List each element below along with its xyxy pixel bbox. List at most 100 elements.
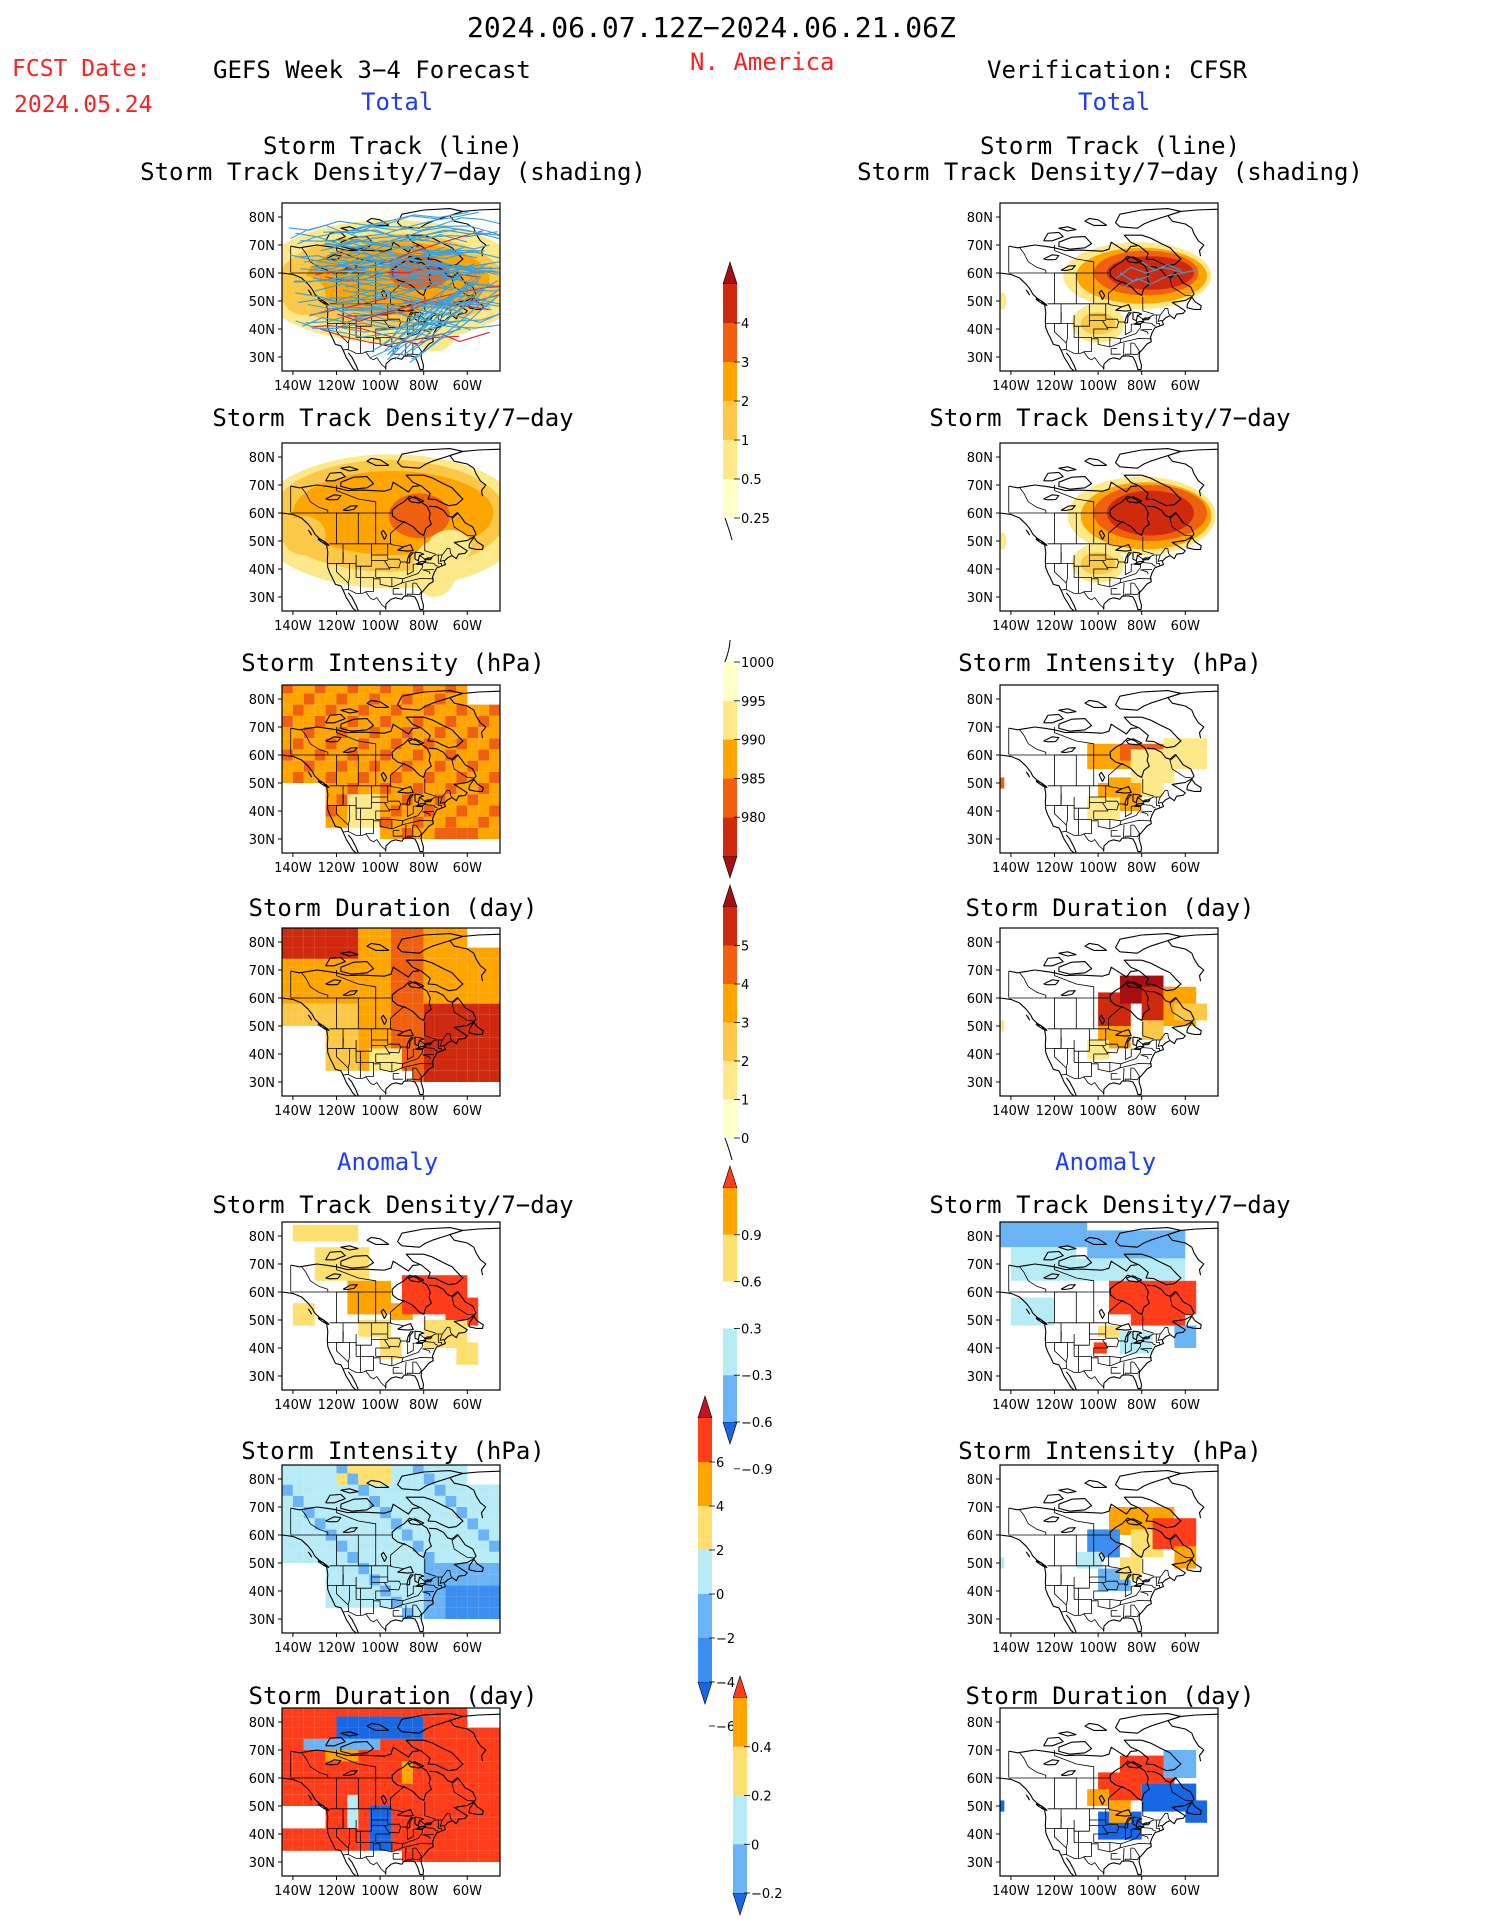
map-track-density-lines-forecast: 80N 70N 60N 50N 40N 30N 140W 120W 100W 80W 60W bbox=[249, 202, 501, 394]
lat-tick-label: 80N bbox=[249, 936, 275, 951]
lon-tick-label: 60W bbox=[453, 1641, 483, 1656]
lon-tick-label: 120W bbox=[1036, 619, 1074, 634]
lat-tick-label: 80N bbox=[967, 1230, 993, 1245]
section-total-right: Total bbox=[1078, 88, 1151, 116]
title-l7: Storm Duration (day) bbox=[248, 1682, 538, 1710]
date-range-title: 2024.06.07.12Z−2024.06.21.06Z bbox=[467, 11, 956, 44]
lon-tick-label: 120W bbox=[318, 619, 356, 634]
colorbar-label: 0 bbox=[751, 1838, 759, 1853]
colorbar-label: 980 bbox=[741, 811, 766, 826]
colorbar-label: 5 bbox=[741, 940, 749, 955]
lat-tick-label: 50N bbox=[967, 1800, 993, 1815]
lat-tick-label: 40N bbox=[249, 805, 275, 820]
lat-tick-label: 70N bbox=[249, 721, 275, 736]
lon-tick-label: 120W bbox=[1036, 1398, 1074, 1413]
colorbar-label: 0.25 bbox=[741, 512, 770, 527]
lon-tick-label: 80W bbox=[1127, 1104, 1157, 1119]
lon-tick-label: 60W bbox=[1171, 1884, 1201, 1899]
lat-tick-label: 50N bbox=[249, 295, 275, 310]
title-r2: Storm Track Density/7−day bbox=[929, 404, 1291, 432]
map-track-density-cfsr: 80N 70N 60N 50N 40N 30N 140W 120W 100W 80W 60W bbox=[967, 442, 1219, 634]
lon-tick-label: 100W bbox=[1079, 861, 1117, 876]
lat-tick-label: 60N bbox=[249, 1772, 275, 1787]
lon-tick-label: 60W bbox=[1171, 1398, 1201, 1413]
lat-tick-label: 80N bbox=[249, 1230, 275, 1245]
lon-tick-label: 120W bbox=[1036, 379, 1074, 394]
lon-tick-label: 140W bbox=[992, 1398, 1030, 1413]
lat-tick-label: 60N bbox=[249, 507, 275, 522]
lat-tick-label: 30N bbox=[249, 1613, 275, 1628]
colorbar-label: 0.4 bbox=[751, 1741, 772, 1756]
lon-tick-label: 60W bbox=[1171, 619, 1201, 634]
colorbar-label: 0.6 bbox=[741, 1276, 762, 1291]
lat-tick-label: 40N bbox=[967, 805, 993, 820]
fcst-date-label: FCST Date: bbox=[12, 56, 151, 82]
lat-tick-label: 30N bbox=[249, 833, 275, 848]
map-intensity-cfsr: 80N 70N 60N 50N 40N 30N 140W 120W 100W 80W 60W bbox=[967, 684, 1219, 876]
lat-tick-label: 40N bbox=[249, 1585, 275, 1600]
lat-tick-label: 40N bbox=[249, 1048, 275, 1063]
lon-tick-label: 120W bbox=[1036, 861, 1074, 876]
lon-tick-label: 100W bbox=[1079, 379, 1117, 394]
lat-tick-label: 50N bbox=[249, 1314, 275, 1329]
lat-tick-label: 80N bbox=[967, 1716, 993, 1731]
colorbar-label: 2 bbox=[741, 1055, 749, 1070]
lat-tick-label: 60N bbox=[967, 1286, 993, 1301]
lat-tick-label: 50N bbox=[249, 1557, 275, 1572]
lat-tick-label: 70N bbox=[967, 239, 993, 254]
lon-tick-label: 100W bbox=[1079, 1884, 1117, 1899]
title-r4: Storm Duration (day) bbox=[965, 894, 1255, 922]
lat-tick-label: 80N bbox=[249, 211, 275, 226]
lon-tick-label: 100W bbox=[361, 861, 399, 876]
lat-tick-label: 60N bbox=[249, 267, 275, 282]
colorbar-label: 0.5 bbox=[741, 473, 762, 488]
title-r5: Storm Track Density/7−day bbox=[929, 1191, 1291, 1219]
colorbar-label: 4 bbox=[741, 978, 749, 993]
colorbar-label: 0 bbox=[716, 1588, 724, 1603]
title-r6: Storm Intensity (hPa) bbox=[958, 1437, 1262, 1465]
lat-tick-label: 30N bbox=[249, 1370, 275, 1385]
lon-tick-label: 60W bbox=[453, 379, 483, 394]
colorbar-label: 4 bbox=[716, 1500, 724, 1515]
title-l6: Storm Intensity (hPa) bbox=[241, 1437, 545, 1465]
colorbar-intensity-anomaly: 6 4 2 0 −2 −4 −6 bbox=[697, 1395, 735, 1735]
colorbar-label: 0.9 bbox=[741, 1229, 762, 1244]
lat-tick-label: 70N bbox=[967, 1258, 993, 1273]
colorbar-label: 3 bbox=[741, 1017, 749, 1032]
colorbar-label: 0.3 bbox=[741, 1322, 762, 1337]
lat-tick-label: 80N bbox=[967, 1473, 993, 1488]
colorbar-label: −6 bbox=[716, 1720, 735, 1735]
colorbar-label: −0.6 bbox=[741, 1416, 773, 1431]
lon-tick-label: 60W bbox=[453, 861, 483, 876]
lon-tick-label: 140W bbox=[992, 619, 1030, 634]
lat-tick-label: 70N bbox=[249, 1501, 275, 1516]
lat-tick-label: 40N bbox=[967, 1342, 993, 1357]
lon-tick-label: 140W bbox=[274, 1398, 312, 1413]
lon-tick-label: 100W bbox=[1079, 1104, 1117, 1119]
lat-tick-label: 40N bbox=[967, 1048, 993, 1063]
lat-tick-label: 30N bbox=[967, 1370, 993, 1385]
colorbar-label: 2 bbox=[716, 1544, 724, 1559]
map-track-density-lines-cfsr: 80N 70N 60N 50N 40N 30N 140W 120W 100W 80W 60W bbox=[967, 202, 1219, 394]
lat-tick-label: 30N bbox=[967, 351, 993, 366]
colorbar-label: −0.9 bbox=[741, 1463, 773, 1478]
lon-tick-label: 140W bbox=[274, 379, 312, 394]
lat-tick-label: 70N bbox=[249, 1744, 275, 1759]
lat-tick-label: 30N bbox=[249, 1856, 275, 1871]
title-l5: Storm Track Density/7−day bbox=[212, 1191, 574, 1219]
lon-tick-label: 120W bbox=[318, 1398, 356, 1413]
lat-tick-label: 70N bbox=[967, 964, 993, 979]
lon-tick-label: 100W bbox=[361, 619, 399, 634]
title-l2: Storm Track Density/7−day bbox=[212, 404, 574, 432]
lon-tick-label: 100W bbox=[361, 1398, 399, 1413]
lon-tick-label: 140W bbox=[992, 1884, 1030, 1899]
lon-tick-label: 120W bbox=[1036, 1884, 1074, 1899]
lat-tick-label: 60N bbox=[249, 749, 275, 764]
map-intensity-forecast: 80N 70N 60N 50N 40N 30N 140W 120W 100W 80W 60W bbox=[249, 684, 501, 876]
model-title: GEFS Week 3−4 Forecast bbox=[213, 56, 531, 84]
lat-tick-label: 50N bbox=[967, 1557, 993, 1572]
section-anomaly-right: Anomaly bbox=[1055, 1148, 1157, 1176]
lon-tick-label: 140W bbox=[274, 1104, 312, 1119]
lon-tick-label: 140W bbox=[992, 1641, 1030, 1656]
